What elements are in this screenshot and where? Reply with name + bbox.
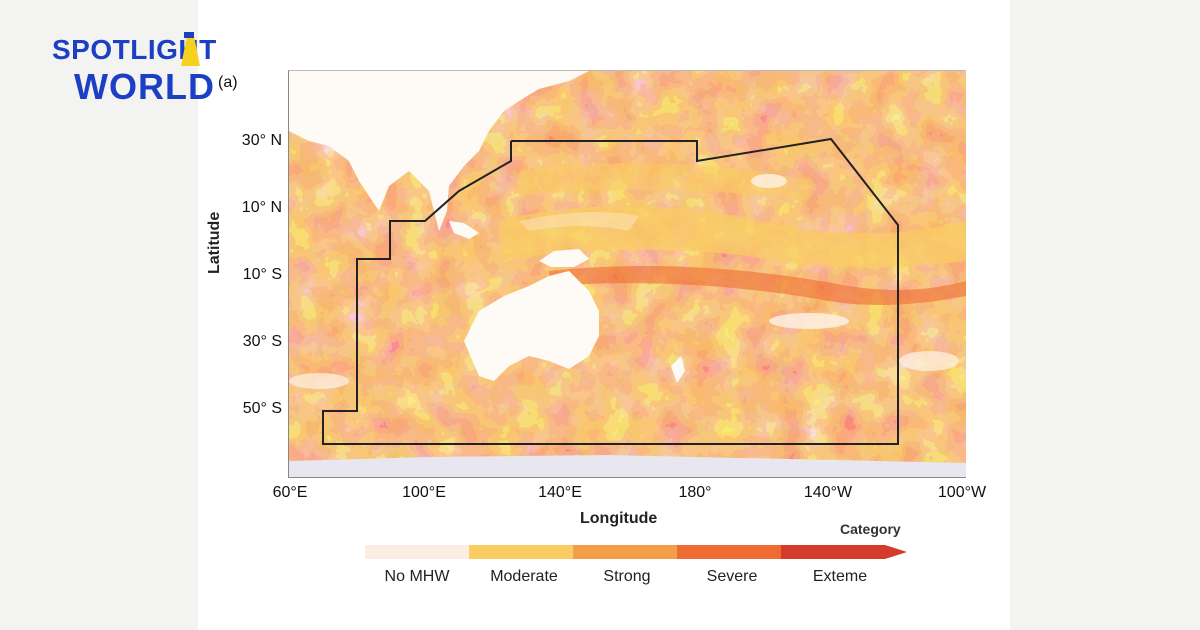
lat-tick: 50° S: [242, 400, 282, 417]
legend-swatch-extreme: [781, 545, 885, 559]
legend-swatch-strong: [573, 545, 677, 559]
legend-label: Moderate: [490, 568, 558, 585]
lon-tick: 60°E: [272, 484, 308, 501]
moderate-band-north: [519, 163, 809, 201]
legend-label: Strong: [603, 568, 651, 585]
lighthouse-icon: [181, 32, 200, 66]
map-svg: [289, 71, 966, 477]
lon-tick: 100°E: [402, 484, 446, 501]
moderate-band: [499, 206, 966, 268]
x-axis-title: Longitude: [580, 510, 658, 527]
legend-swatch-no-mhw: [365, 545, 469, 559]
new-guinea-land: [539, 249, 589, 267]
lat-tick: 30° N: [241, 132, 282, 149]
logo-line2: WORLD: [74, 66, 215, 107]
legend-colorbar: [365, 545, 907, 559]
lon-tick: 180°: [678, 484, 712, 501]
australia-land: [464, 271, 599, 381]
legend-swatch-moderate: [469, 545, 573, 559]
y-axis-title: Latitude: [206, 211, 223, 274]
lat-tick: 10° N: [241, 199, 282, 216]
lon-tick: 140°W: [803, 484, 853, 501]
legend-swatch-severe: [677, 545, 781, 559]
lon-tick: 140°E: [538, 484, 582, 501]
lat-tick: 30° S: [242, 333, 282, 350]
severe-band: [549, 266, 966, 305]
new-zealand-land: [671, 356, 685, 383]
panel-label: (a): [218, 74, 238, 91]
legend-label: Exteme: [812, 568, 868, 585]
antarctica-land: [289, 455, 966, 477]
legend-title: Category: [840, 521, 901, 537]
no-mhw-patch: [769, 313, 849, 329]
asia-land: [289, 71, 589, 231]
lat-tick: 10° S: [242, 266, 282, 283]
indonesia-land: [449, 221, 479, 239]
legend-arrow: [885, 545, 907, 559]
heatwave-map: [288, 70, 966, 478]
region-boundary: [322, 137, 899, 445]
spotlight-world-logo: SPOTLIGHT WORLD: [48, 30, 248, 110]
legend-label: Severe: [706, 568, 758, 585]
lon-tick: 100°W: [937, 484, 987, 501]
legend-label: No MHW: [384, 568, 450, 585]
